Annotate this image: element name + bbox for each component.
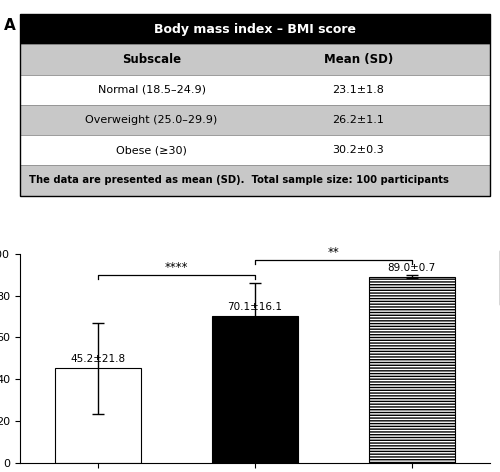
Text: Subscale: Subscale bbox=[122, 53, 181, 66]
Text: 70.1±16.1: 70.1±16.1 bbox=[228, 302, 282, 312]
Text: 23.1±1.8: 23.1±1.8 bbox=[332, 85, 384, 95]
FancyBboxPatch shape bbox=[20, 75, 490, 105]
Text: 30.2±0.3: 30.2±0.3 bbox=[332, 145, 384, 155]
Bar bbox=[368, 277, 454, 463]
Text: Overweight (25.0–29.9): Overweight (25.0–29.9) bbox=[86, 115, 218, 125]
Text: 26.2±1.1: 26.2±1.1 bbox=[332, 115, 384, 125]
FancyBboxPatch shape bbox=[20, 165, 490, 195]
Text: 45.2±21.8: 45.2±21.8 bbox=[71, 354, 126, 364]
Text: Normal (18.5–24.9): Normal (18.5–24.9) bbox=[98, 85, 206, 95]
FancyBboxPatch shape bbox=[20, 135, 490, 165]
Text: The data are presented as mean (SD).  Total sample size: 100 participants: The data are presented as mean (SD). Tot… bbox=[30, 176, 450, 185]
Text: Mean (SD): Mean (SD) bbox=[324, 53, 393, 66]
FancyBboxPatch shape bbox=[20, 14, 490, 44]
FancyBboxPatch shape bbox=[20, 44, 490, 75]
Text: ****: **** bbox=[165, 261, 188, 274]
Text: **: ** bbox=[328, 246, 339, 259]
Bar bbox=[55, 368, 142, 463]
FancyBboxPatch shape bbox=[20, 105, 490, 135]
Text: Obese (≥30): Obese (≥30) bbox=[116, 145, 187, 155]
Text: A: A bbox=[4, 18, 16, 33]
Text: Body mass index – BMI score: Body mass index – BMI score bbox=[154, 23, 356, 36]
Text: 89.0±0.7: 89.0±0.7 bbox=[388, 263, 436, 273]
Bar bbox=[212, 316, 298, 463]
